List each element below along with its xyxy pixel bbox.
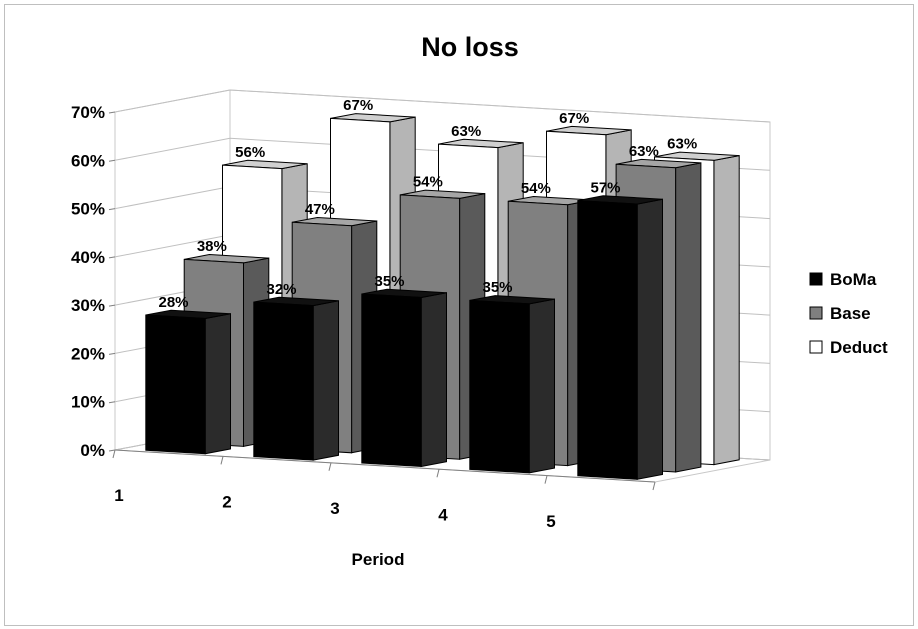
x-axis-label: Period [352, 550, 405, 569]
x-tick [436, 469, 440, 478]
bar-side [675, 162, 702, 473]
data-label: 32% [267, 281, 297, 298]
bar-side [312, 300, 339, 461]
y-tick-label: 50% [71, 200, 105, 219]
data-label: 57% [591, 179, 621, 196]
bar-front [577, 200, 638, 480]
y-tick-label: 0% [80, 441, 105, 460]
y-tick [108, 256, 116, 259]
legend-label: BoMa [830, 270, 877, 289]
axes: 0% 10% 20% 30% 40% 50% 60% 70% 1 2 3 4 5 [71, 103, 656, 531]
y-tick [108, 352, 116, 355]
legend-swatch [809, 340, 823, 354]
bar-front [469, 299, 530, 474]
x-tick [328, 462, 332, 471]
legend: BoMa Base Deduct [809, 270, 888, 357]
y-tick [108, 111, 116, 114]
y-tick [108, 449, 116, 452]
chart-title: No loss [421, 32, 519, 62]
bar-front [253, 301, 314, 461]
x-tick [220, 456, 224, 465]
data-label: 67% [559, 110, 589, 127]
x-tick [112, 449, 116, 459]
gridline [114, 89, 771, 123]
legend-swatch [809, 306, 823, 320]
legend-swatch [809, 272, 823, 286]
y-tick-label: 30% [71, 296, 105, 315]
y-tick-label: 40% [71, 248, 105, 267]
x-tick [652, 481, 656, 491]
x-tick-label: 5 [546, 512, 555, 531]
x-tick-label: 1 [114, 486, 123, 505]
bar-boma-3 [361, 288, 447, 468]
bar-front [361, 293, 422, 468]
value-labels: 63% 67% 63% 67% 56% 63% 54% 54% 47% 38% 57% 35% 35% 3… [159, 97, 698, 311]
y-tick-label: 60% [71, 151, 105, 170]
bar-side [204, 313, 231, 455]
data-label: 35% [483, 279, 513, 296]
x-axis-line [114, 449, 656, 483]
y-tick-label: 10% [71, 393, 105, 412]
data-label: 35% [375, 273, 405, 290]
y-tick [108, 401, 116, 404]
data-label: 28% [159, 294, 189, 311]
y-tick [108, 304, 116, 307]
x-tick-label: 4 [438, 505, 448, 524]
data-label: 63% [451, 123, 481, 140]
x-tick [544, 475, 548, 484]
bar-boma-2 [253, 296, 339, 461]
data-label: 63% [629, 143, 659, 160]
legend-label: Deduct [830, 338, 888, 357]
bar-boma-1 [145, 309, 231, 455]
y-tick-label: 70% [71, 103, 105, 122]
data-label: 63% [667, 136, 697, 153]
legend-label: Base [830, 304, 871, 323]
x-tick-label: 3 [330, 499, 339, 518]
bar-boma-4 [469, 295, 555, 474]
bar-side [528, 298, 555, 474]
data-label: 56% [235, 144, 265, 161]
bar-side [420, 292, 447, 468]
bar-front [145, 314, 206, 455]
bar-side [636, 198, 663, 480]
y-tick [108, 208, 116, 211]
x-tick-label: 2 [222, 493, 231, 512]
data-label: 38% [197, 238, 227, 255]
bar-side [713, 154, 740, 466]
data-label: 54% [521, 180, 551, 197]
y-tick-label: 20% [71, 344, 105, 363]
data-label: 54% [413, 174, 443, 191]
bars [145, 113, 740, 480]
y-tick [108, 159, 116, 162]
bar-boma-5 [577, 195, 663, 480]
data-label: 67% [343, 97, 373, 114]
data-label: 47% [305, 201, 335, 218]
